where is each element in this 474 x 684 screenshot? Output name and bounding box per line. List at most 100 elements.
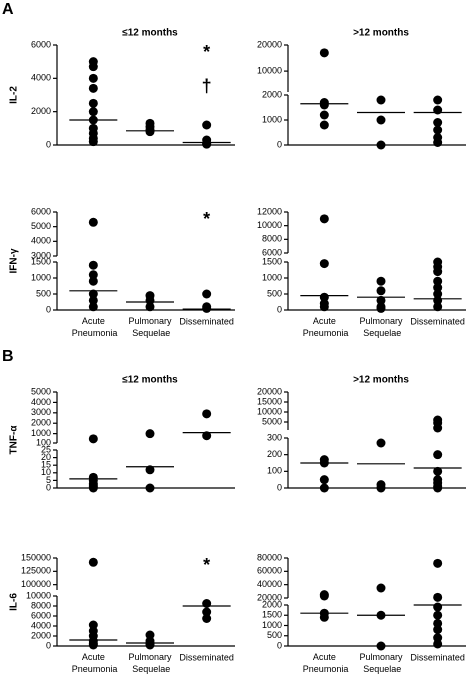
- dot: [88, 217, 98, 227]
- dot: [376, 438, 386, 448]
- dot: [88, 270, 98, 280]
- y-tick-label: 0: [277, 640, 282, 650]
- y-tick-label: 60000: [257, 566, 282, 576]
- y-tick-label: 200: [267, 449, 282, 459]
- y-tick-label: 15000: [257, 396, 282, 406]
- dot: [433, 558, 443, 568]
- dot: [376, 95, 386, 105]
- y-tick-label: 20: [41, 452, 51, 462]
- y-tick-label: 2000: [262, 89, 282, 99]
- dot: [88, 289, 98, 299]
- dot: [145, 127, 155, 137]
- dot: [319, 302, 329, 312]
- dot: [433, 592, 443, 602]
- y-tick-label: 1500: [262, 610, 282, 620]
- dot: [376, 295, 386, 305]
- dot: [319, 591, 329, 601]
- x-tick-label: Pulmonary Sequelae: [359, 316, 403, 338]
- x-tick-label: Acute Pneumonia: [69, 316, 117, 338]
- dot: [433, 125, 443, 135]
- y-tick-label: 1500: [31, 256, 51, 266]
- dot: [376, 276, 386, 286]
- dot: [202, 431, 212, 441]
- y-tick-label: 40000: [257, 579, 282, 589]
- y-tick-label: 150000: [21, 552, 51, 562]
- y-tick-label: 4000: [31, 236, 51, 246]
- y-tick-label: 100000: [21, 579, 51, 589]
- x-tick-label: Pulmonary Sequelae: [359, 652, 403, 674]
- y-tick-label: 8000: [262, 234, 282, 244]
- dot: [433, 138, 443, 147]
- dot: [433, 95, 443, 105]
- dot: [319, 100, 329, 110]
- dot: [319, 259, 329, 269]
- y-tick-label: 100: [267, 466, 282, 476]
- y-tick-label: 8000: [31, 600, 51, 610]
- dot: [202, 120, 212, 130]
- dot: [145, 483, 155, 493]
- dot: [88, 98, 98, 108]
- dot: [433, 118, 443, 127]
- y-tick-label: 0: [46, 640, 51, 650]
- y-tick-label: 12000: [257, 206, 282, 216]
- dot: [433, 276, 443, 286]
- dot: [376, 483, 386, 493]
- dot: [319, 292, 329, 302]
- y-tick-label: 10000: [257, 220, 282, 230]
- y-tick-label: 2000: [262, 599, 282, 609]
- x-tick-label: Acute Pneumonia: [69, 652, 117, 674]
- y-tick-label: 500: [267, 630, 282, 640]
- y-tick-label: 0: [277, 304, 282, 314]
- annotation: †: [202, 76, 212, 96]
- dot: [88, 276, 98, 286]
- y-tick-label: 5000: [262, 416, 282, 426]
- y-axis-label: IL-2: [9, 86, 20, 104]
- y-tick-label: 20000: [257, 592, 282, 602]
- dot: [319, 48, 329, 58]
- y-tick-label: 100: [36, 437, 51, 447]
- x-tick-label: Acute Pneumonia: [300, 316, 348, 338]
- dot: [433, 289, 443, 299]
- y-tick-label: 6000: [31, 39, 51, 49]
- dot: [376, 140, 386, 150]
- dot: [319, 110, 329, 120]
- y-tick-label: 125000: [21, 566, 51, 576]
- dot: [433, 483, 443, 493]
- y-tick-label: 500: [36, 288, 51, 298]
- dot: [88, 137, 98, 147]
- y-tick-label: 3000: [31, 407, 51, 417]
- y-tick-label: 6000: [31, 206, 51, 216]
- y-tick-label: 2000: [31, 106, 51, 116]
- y-tick-label: 4000: [31, 397, 51, 407]
- dot: [433, 105, 443, 115]
- y-tick-label: 3000: [31, 250, 51, 260]
- y-tick-label: 5: [46, 475, 51, 485]
- dot: [319, 214, 329, 224]
- dot: [433, 610, 443, 620]
- y-tick-label: 10: [41, 467, 51, 477]
- dot: [319, 483, 329, 493]
- dot: [376, 583, 386, 593]
- x-tick-label: Disseminated: [179, 652, 234, 662]
- y-tick-label: 0: [46, 482, 51, 492]
- y-axis-label: TNF-α: [9, 425, 20, 455]
- y-axis-label: IL-6: [9, 593, 20, 611]
- y-tick-label: 4000: [31, 73, 51, 83]
- dot: [145, 302, 155, 312]
- panel-label: B: [2, 348, 14, 365]
- panel-title: >12 months: [353, 375, 409, 386]
- panel-title: ≤12 months: [122, 28, 178, 39]
- dot: [202, 303, 212, 313]
- x-tick-label: Disseminated: [410, 316, 465, 326]
- dot: [88, 483, 98, 493]
- dot: [88, 107, 98, 117]
- dot: [88, 83, 98, 93]
- dot: [433, 302, 443, 312]
- dot: [88, 557, 98, 567]
- annotation: *: [203, 209, 210, 229]
- dot: [433, 618, 443, 628]
- y-tick-label: 1500: [262, 256, 282, 266]
- dot: [202, 409, 212, 419]
- dot: [433, 267, 443, 277]
